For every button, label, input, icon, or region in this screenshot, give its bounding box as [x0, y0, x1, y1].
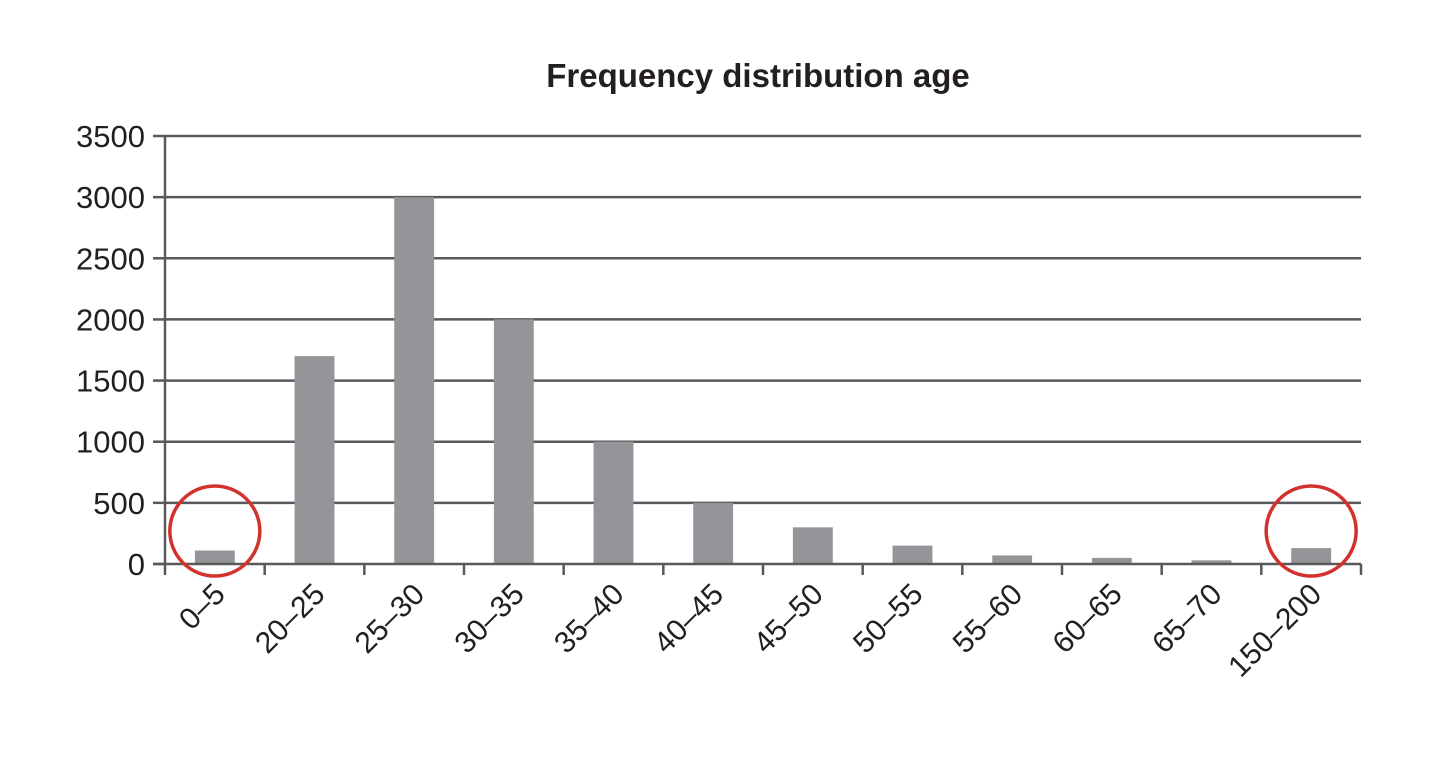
bar: [294, 356, 335, 564]
grid-lines: [165, 134, 1361, 505]
x-tick-label: 35–40: [548, 578, 630, 660]
bar: [194, 550, 235, 564]
x-tick-label: 20–25: [249, 578, 331, 660]
y-tick-label: 500: [93, 486, 145, 521]
bar: [792, 527, 833, 564]
annotation-circle: [1264, 484, 1358, 578]
y-tick-label: 2500: [76, 241, 145, 276]
x-tick-label: 0–5: [173, 578, 232, 637]
chart-title: Frequency distribution age: [546, 57, 970, 94]
y-tick-label: 0: [128, 547, 145, 582]
bars: [194, 197, 1332, 564]
bar: [493, 319, 534, 564]
x-tick-label: 55–60: [947, 578, 1029, 660]
x-tick-label: 60–65: [1046, 578, 1128, 660]
bar: [1291, 548, 1332, 564]
bar: [992, 555, 1033, 564]
y-tick-label: 1000: [76, 425, 145, 460]
x-tick-label: 50–55: [847, 578, 929, 660]
bar: [892, 545, 933, 564]
annotation-circle: [168, 484, 262, 578]
x-tick-label: 25–30: [349, 578, 431, 660]
bar: [593, 441, 634, 564]
bar: [1191, 560, 1232, 564]
y-tick-label: 1500: [76, 364, 145, 399]
x-tick-labels: 0–5 20–25 25–30 30–35 35–40 40–45 45–50 50–55 55…: [173, 578, 1328, 684]
y-tick-labels: 0 500 1000 1500 2000 2500 3000 3500: [76, 119, 145, 582]
y-tick-label: 3500: [76, 119, 145, 154]
bar: [394, 197, 435, 564]
x-tick-label: 40–45: [648, 578, 730, 660]
y-tick-label: 3000: [76, 180, 145, 215]
x-tick-label: 150–200: [1222, 578, 1328, 684]
x-tick-label: 45–50: [747, 578, 829, 660]
bar: [1091, 557, 1132, 564]
y-tick-label: 2000: [76, 302, 145, 337]
axes: [153, 134, 1363, 575]
x-tick-label: 30–35: [448, 578, 530, 660]
x-tick-label: 65–70: [1146, 578, 1228, 660]
annotations: [168, 484, 1358, 578]
bar: [693, 502, 734, 564]
